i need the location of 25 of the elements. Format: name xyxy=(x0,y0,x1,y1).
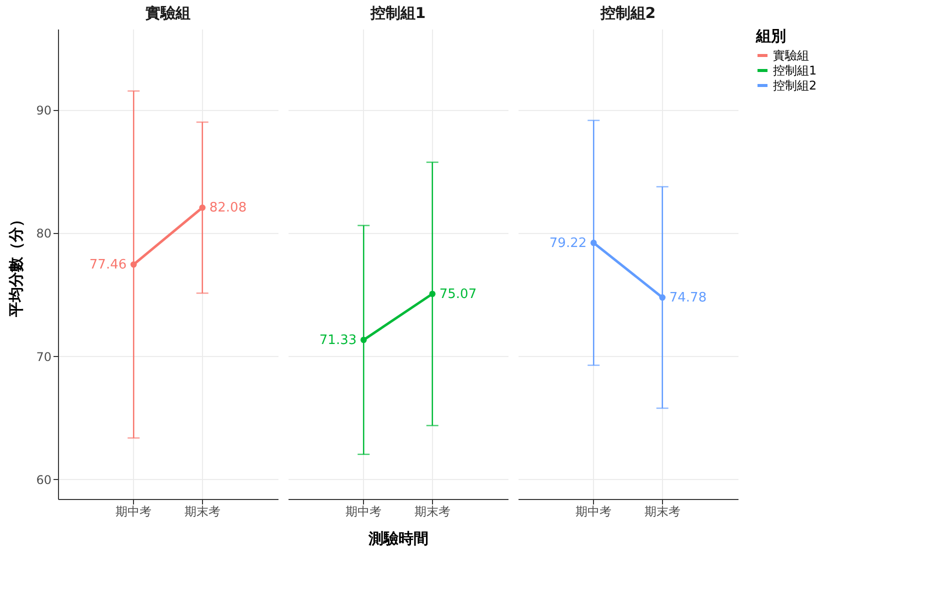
x-tick-label: 期中考 xyxy=(116,504,152,518)
chart-title: 控制組2 xyxy=(599,4,656,22)
legend-label: 控制組1 xyxy=(773,64,817,78)
x-tick-label: 期末考 xyxy=(644,504,680,518)
chart-title: 控制組1 xyxy=(369,4,426,22)
chart-title: 實驗組 xyxy=(146,4,190,22)
data-label: 79.22 xyxy=(549,236,587,251)
data-label: 75.07 xyxy=(439,286,477,302)
x-tick-label: 期末考 xyxy=(414,504,450,518)
data-label: 77.46 xyxy=(89,257,127,272)
data-label: 82.08 xyxy=(209,200,247,216)
legend-label: 實驗組 xyxy=(773,48,809,62)
y-axis-title: 平均分數（分） xyxy=(7,212,26,318)
data-label: 71.33 xyxy=(319,332,357,348)
y-tick-label: 70 xyxy=(36,350,52,364)
x-tick-label: 期中考 xyxy=(576,504,612,518)
y-tick-label: 80 xyxy=(36,226,52,241)
legend-title: 組別 xyxy=(755,27,786,45)
x-axis-title: 測驗時間 xyxy=(368,530,428,548)
x-tick-label: 期中考 xyxy=(346,504,382,518)
x-tick-label: 期末考 xyxy=(184,504,220,518)
y-tick-label: 90 xyxy=(36,104,52,118)
y-tick-label: 60 xyxy=(36,472,52,487)
data-label: 74.78 xyxy=(669,290,707,306)
legend-label: 控制組2 xyxy=(773,78,817,92)
